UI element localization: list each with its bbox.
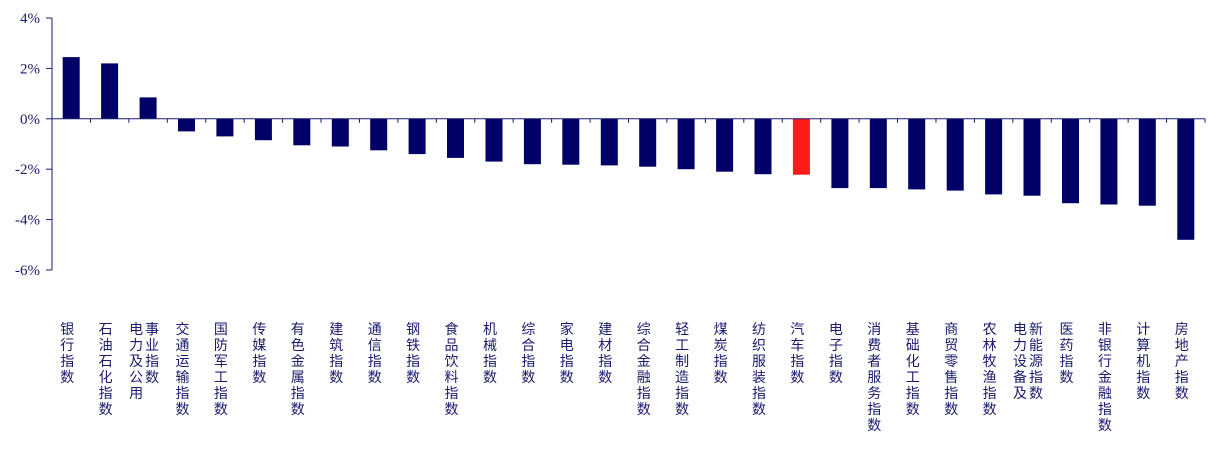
category-label: 国防军工指数 <box>214 322 228 418</box>
y-tick-label: 2% <box>20 61 40 77</box>
bar <box>216 118 234 137</box>
y-tick-label: -4% <box>15 213 40 229</box>
category-label: 传媒指数 <box>252 322 266 386</box>
bar <box>62 57 80 119</box>
bar <box>1138 118 1156 206</box>
bar <box>1023 118 1041 196</box>
y-axis: 4% 2% 0% -2% -4% -6% <box>15 11 53 279</box>
category-label: 有色金属指数 <box>291 322 305 418</box>
category-label: 综合指数 <box>521 322 535 386</box>
category-label: 石油石化指数 <box>99 322 113 418</box>
bar <box>792 118 810 175</box>
bar <box>139 97 157 119</box>
bar <box>831 118 849 189</box>
category-label: 煤炭指数 <box>714 322 728 386</box>
bar <box>600 118 618 166</box>
bar <box>677 118 695 170</box>
y-tick-label: 4% <box>20 11 40 27</box>
y-tick-label: -6% <box>15 263 40 279</box>
bar <box>985 118 1003 195</box>
category-label: 房地产指数 <box>1175 322 1189 402</box>
category-label: 通信指数 <box>368 322 382 386</box>
bars <box>62 57 1195 240</box>
bar <box>408 118 426 155</box>
category-label: 电力及公用事业指数 <box>129 322 159 402</box>
category-label: 汽车指数 <box>790 322 804 386</box>
bar <box>562 118 580 165</box>
bar <box>639 118 657 167</box>
category-label: 商贸零售指数 <box>944 322 958 418</box>
category-label: 非银行金融指数 <box>1098 322 1112 434</box>
bar <box>754 118 772 175</box>
category-label: 家电指数 <box>560 321 574 386</box>
bar <box>331 118 349 147</box>
category-label: 轻工制造指数 <box>675 322 689 418</box>
category-label: 机械指数 <box>483 322 497 386</box>
category-label: 基础化工指数 <box>906 321 920 418</box>
category-label: 电子指数 <box>829 322 843 386</box>
bar <box>1100 118 1118 205</box>
y-tick-label: -2% <box>15 162 40 178</box>
category-label: 钢铁指数 <box>406 322 420 386</box>
category-label: 银行指数 <box>60 322 74 386</box>
bar <box>523 118 541 165</box>
bar <box>447 118 464 158</box>
category-label: 计算机指数 <box>1136 322 1150 402</box>
category-label: 农林牧渔指数 <box>983 322 997 418</box>
category-label: 医药指数 <box>1060 322 1074 386</box>
bar <box>946 118 964 191</box>
category-label: 建筑指数 <box>329 322 343 386</box>
x-axis <box>52 118 1206 123</box>
bar <box>101 63 119 119</box>
category-label: 交通运输指数 <box>176 321 190 418</box>
category-label: 电力设备及新能源指数 <box>1013 322 1043 402</box>
category-label: 消费者服务指数 <box>867 322 881 434</box>
category-label: 食品饮料指数 <box>445 321 459 418</box>
bar <box>370 118 388 151</box>
bar <box>293 118 311 146</box>
category-label: 综合金融指数 <box>637 322 651 418</box>
bar <box>869 118 887 189</box>
bar <box>485 118 503 162</box>
bar <box>908 118 926 190</box>
bar <box>716 118 734 172</box>
bar <box>1177 118 1195 240</box>
y-tick-label: 0% <box>20 112 40 128</box>
bar <box>1062 118 1079 204</box>
category-label: 建材指数 <box>598 322 612 386</box>
category-labels: 银行指数 石油石化指数 电力及公用事业指数 交通运输指数 国防军工指数 传媒指数 有色金属指… <box>60 321 1189 434</box>
bar <box>178 118 195 132</box>
bar <box>254 118 272 141</box>
category-label: 纺织服装指数 <box>752 322 766 418</box>
